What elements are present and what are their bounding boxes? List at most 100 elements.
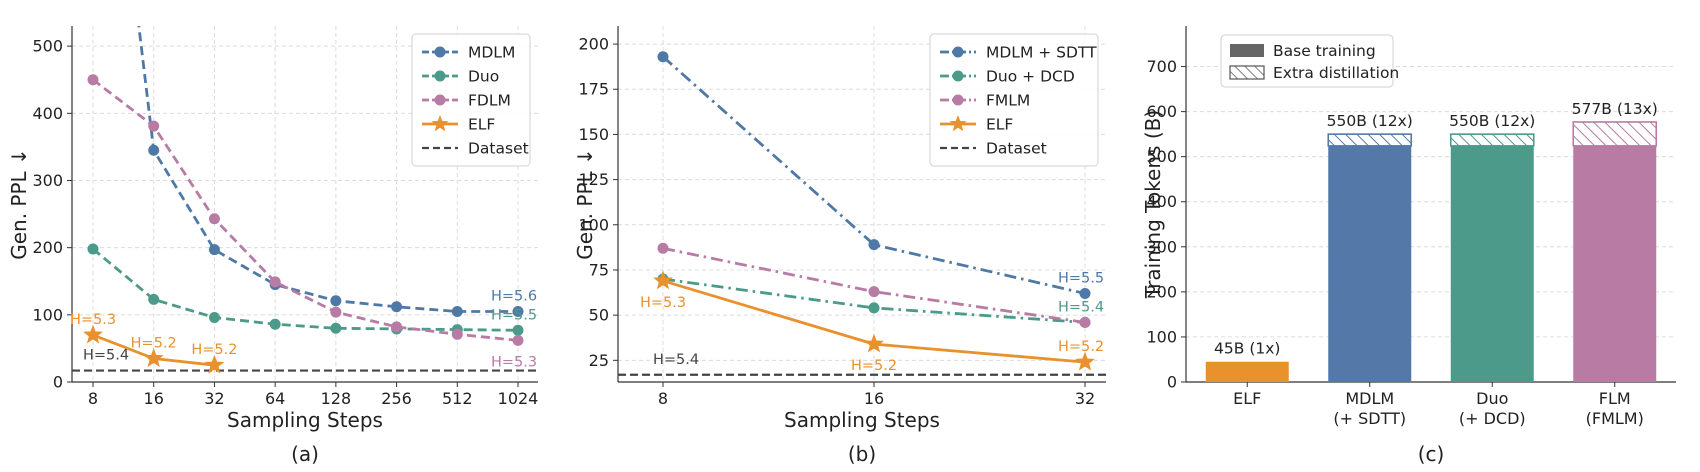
- bar-extra: [1572, 121, 1658, 147]
- y-tick-label: 0: [53, 373, 63, 392]
- y-tick-label: 500: [1146, 147, 1177, 166]
- series-line: [92, 247, 519, 332]
- data-point: [208, 312, 220, 324]
- legend: MDLM Duo FDLM ELF Dataset: [411, 33, 531, 167]
- y-tick-label: 75: [589, 260, 609, 279]
- y-tick-label: 125: [578, 170, 609, 189]
- annotation-label: H=5.2: [851, 358, 897, 374]
- legend-frame: [929, 33, 1099, 167]
- data-point: [148, 293, 160, 305]
- series-line: [137, 26, 518, 313]
- y-axis-label: Training Tokens (B): [1141, 110, 1165, 299]
- data-point: [143, 348, 164, 367]
- legend-label: Dataset: [468, 140, 529, 158]
- panel-caption: (c): [1418, 442, 1445, 466]
- y-tick-label: 300: [1146, 237, 1177, 256]
- x-tick-label: ELF: [1233, 389, 1261, 408]
- legend-label: ELF: [986, 116, 1013, 134]
- x-tick-label: Duo: [1476, 389, 1508, 408]
- data-point: [87, 74, 99, 86]
- bar-base: [1573, 145, 1657, 382]
- series-group: [653, 51, 1095, 371]
- bar-value-label: 45B (1x): [1214, 340, 1280, 358]
- data-point: [269, 318, 281, 330]
- y-tick-label: 100: [1146, 327, 1177, 346]
- x-tick-label: 8: [88, 389, 98, 408]
- legend: Base training Extra distillation: [1220, 34, 1399, 88]
- annotation-label: H=5.3: [70, 312, 116, 328]
- data-point: [330, 295, 342, 307]
- legend-label: MDLM: [468, 44, 515, 62]
- bar-extra: [1449, 133, 1535, 147]
- data-point: [330, 306, 342, 318]
- legend-marker: [952, 70, 964, 82]
- legend-label: MDLM + SDTT: [986, 44, 1097, 62]
- x-tick-label: 256: [381, 389, 412, 408]
- data-point: [269, 276, 281, 288]
- y-tick-label: 300: [32, 171, 63, 190]
- x-tick-label: 16: [144, 389, 164, 408]
- bar-base: [1450, 145, 1534, 382]
- data-point: [512, 305, 524, 317]
- panel-a: 0 100 200 300 400 500 8 16 32 64 128 256 512 1024 Samp…: [7, 26, 539, 466]
- x-tick-label: 32: [204, 389, 224, 408]
- series-line: [662, 55, 1086, 295]
- x-tick-label: 128: [321, 389, 352, 408]
- legend-label: Duo: [468, 68, 499, 86]
- data-point: [148, 144, 160, 156]
- panel-caption: (b): [848, 442, 876, 466]
- y-tick-label: 400: [32, 104, 63, 123]
- bar-value-label: 577B (13x): [1572, 100, 1658, 118]
- series-line: [92, 78, 519, 342]
- data-point: [208, 213, 220, 225]
- data-point: [512, 324, 524, 336]
- x-axis-label: Sampling Steps: [784, 408, 940, 432]
- legend-marker: [949, 115, 967, 132]
- data-point: [1079, 287, 1091, 299]
- series-group: [83, 26, 524, 374]
- x-tick-label: 64: [265, 389, 285, 408]
- bar-extra: [1327, 133, 1413, 147]
- annotation-label: H=5.2: [191, 342, 237, 358]
- y-tick-label: 500: [32, 37, 63, 56]
- y-tick-label: 100: [578, 215, 609, 234]
- y-tick-label: 0: [1167, 373, 1177, 392]
- x-tick-label: MDLM: [1345, 389, 1394, 408]
- x-tick-label: (+ SDTT): [1333, 409, 1406, 428]
- annotation-label: H=5.2: [131, 335, 177, 351]
- data-point: [391, 301, 403, 313]
- legend-swatch: [1229, 65, 1265, 80]
- legend-label: ELF: [468, 116, 495, 134]
- y-tick-label: 400: [1146, 192, 1177, 211]
- legend-swatch: [1230, 44, 1264, 57]
- panel-b: 25 50 75 100 125 150 175 200 8 16 32 Sampling Steps…: [573, 26, 1106, 466]
- data-point: [868, 286, 880, 298]
- legend-label: Extra distillation: [1273, 64, 1399, 82]
- series-line: [662, 277, 1086, 324]
- legend-frame: [411, 33, 531, 167]
- bar-base: [1328, 145, 1412, 382]
- data-point: [512, 334, 524, 346]
- legend-label: Duo + DCD: [986, 68, 1075, 86]
- x-tick-label: (+ DCD): [1459, 409, 1526, 428]
- data-point: [657, 242, 669, 254]
- x-tick-label: 1024: [498, 389, 539, 408]
- data-point: [868, 302, 880, 314]
- data-point: [868, 239, 880, 251]
- annotation-label: H=5.4: [83, 348, 129, 364]
- y-tick-label: 600: [1146, 102, 1177, 121]
- data-point: [204, 354, 225, 374]
- y-tick-label: 25: [589, 351, 609, 370]
- x-axis-label: Sampling Steps: [227, 408, 383, 432]
- data-point: [208, 244, 220, 256]
- data-point: [1075, 351, 1095, 371]
- bar-value-label: 550B (12x): [1449, 112, 1535, 130]
- data-point: [391, 321, 403, 333]
- legend-marker: [434, 46, 446, 58]
- legend-label: Base training: [1273, 42, 1376, 60]
- x-tick-label: FLM: [1599, 389, 1631, 408]
- y-tick-label: 200: [32, 238, 63, 257]
- panel-caption: (a): [291, 442, 319, 466]
- annotation-label: H=5.2: [1058, 339, 1104, 355]
